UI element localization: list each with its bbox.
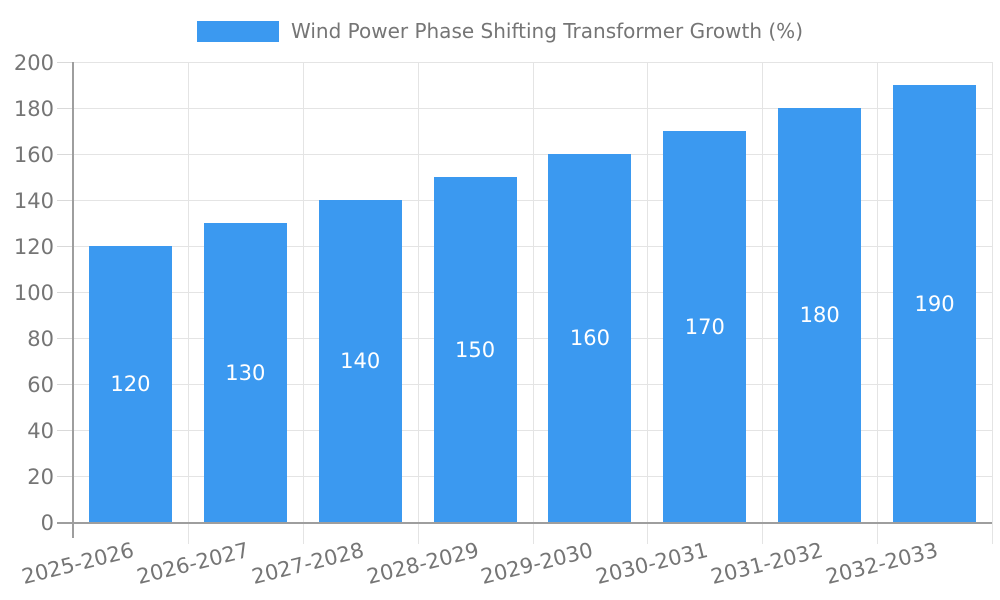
bar-value-label: 160 — [569, 326, 610, 350]
y-axis-tick-label: 120 — [13, 235, 54, 259]
x-axis-category-label-text: 2029-2030 — [478, 538, 596, 589]
v-gridline — [992, 62, 993, 544]
bar-2030-2031[interactable]: 170 — [663, 131, 747, 522]
bar-value-label: 140 — [340, 349, 381, 373]
bar-2025-2026[interactable]: 120 — [88, 246, 172, 522]
y-axis-tick — [57, 476, 73, 477]
y-axis-tick — [57, 108, 73, 109]
bar-2032-2033[interactable]: 190 — [893, 85, 977, 522]
x-axis-category-label: 2027-2028 — [140, 538, 366, 589]
v-gridline — [762, 62, 764, 544]
y-axis-tick-label: 160 — [13, 143, 54, 167]
y-axis-line — [72, 62, 74, 538]
x-axis-category-label-text: 2030-2031 — [593, 538, 711, 589]
x-axis-category-label: 2028-2029 — [255, 538, 481, 589]
y-axis-tick — [57, 246, 73, 247]
y-axis-tick-label: 60 — [27, 373, 54, 397]
y-axis-tick-label: 140 — [13, 189, 54, 213]
y-axis-tick-label: 100 — [13, 281, 54, 305]
x-axis-category-label-text: 2027-2028 — [249, 538, 366, 589]
v-gridline — [417, 62, 419, 544]
bar-value-label: 130 — [225, 360, 266, 385]
x-axis-category-label-text: 2032-2033 — [823, 538, 941, 589]
y-axis-tick-label: 40 — [27, 419, 54, 443]
bar-2029-2030[interactable]: 160 — [548, 154, 632, 522]
x-axis-category-label: 2029-2030 — [370, 538, 596, 589]
y-axis-tick-label: 180 — [13, 97, 54, 121]
bar-value-label: 180 — [799, 303, 840, 327]
y-axis-tick-label: 20 — [27, 465, 54, 489]
y-axis-tick — [57, 338, 73, 339]
v-gridline — [187, 62, 189, 544]
y-axis-tick — [57, 62, 73, 63]
x-axis-category-label: 2031-2032 — [600, 538, 826, 589]
v-gridline — [302, 62, 304, 544]
x-axis-category-label-text: 2026-2027 — [134, 538, 252, 589]
y-axis-tick — [57, 384, 73, 385]
v-gridline — [877, 62, 879, 544]
bar-2028-2029[interactable]: 150 — [433, 177, 517, 522]
bar-2031-2032[interactable]: 180 — [778, 108, 862, 522]
y-axis-tick-label: 80 — [27, 327, 54, 351]
y-axis-tick — [57, 292, 73, 293]
legend-item[interactable]: Wind Power Phase Shifting Transformer Gr… — [0, 14, 1000, 48]
bar-value-label: 170 — [684, 314, 725, 339]
y-axis-tick — [57, 154, 73, 155]
bar-value-label: 120 — [110, 372, 151, 396]
v-gridline — [647, 62, 649, 544]
x-axis-category-label: 2032-2033 — [715, 538, 940, 589]
y-axis-tick-label: 200 — [13, 51, 54, 75]
y-axis-tick — [57, 430, 73, 431]
x-axis-category-label-text: 2025-2026 — [19, 538, 137, 589]
bar-value-label: 150 — [455, 337, 496, 362]
y-axis-tick — [57, 200, 73, 201]
bar-2027-2028[interactable]: 140 — [318, 200, 402, 522]
bar-value-label: 190 — [914, 291, 955, 316]
x-axis-category-label: 2025-2026 — [0, 538, 136, 589]
legend-label: Wind Power Phase Shifting Transformer Gr… — [291, 19, 803, 43]
y-axis-tick-label: 0 — [40, 511, 54, 535]
x-axis-category-label: 2030-2031 — [485, 538, 711, 589]
legend-swatch — [197, 20, 279, 42]
x-axis-category-label-text: 2031-2032 — [708, 538, 826, 589]
bar-2026-2027[interactable]: 130 — [203, 223, 287, 522]
v-gridline — [532, 62, 534, 544]
x-axis-category-label-text: 2028-2029 — [363, 538, 481, 589]
x-axis-category-label: 2026-2027 — [25, 538, 251, 589]
x-axis-line — [57, 522, 992, 524]
